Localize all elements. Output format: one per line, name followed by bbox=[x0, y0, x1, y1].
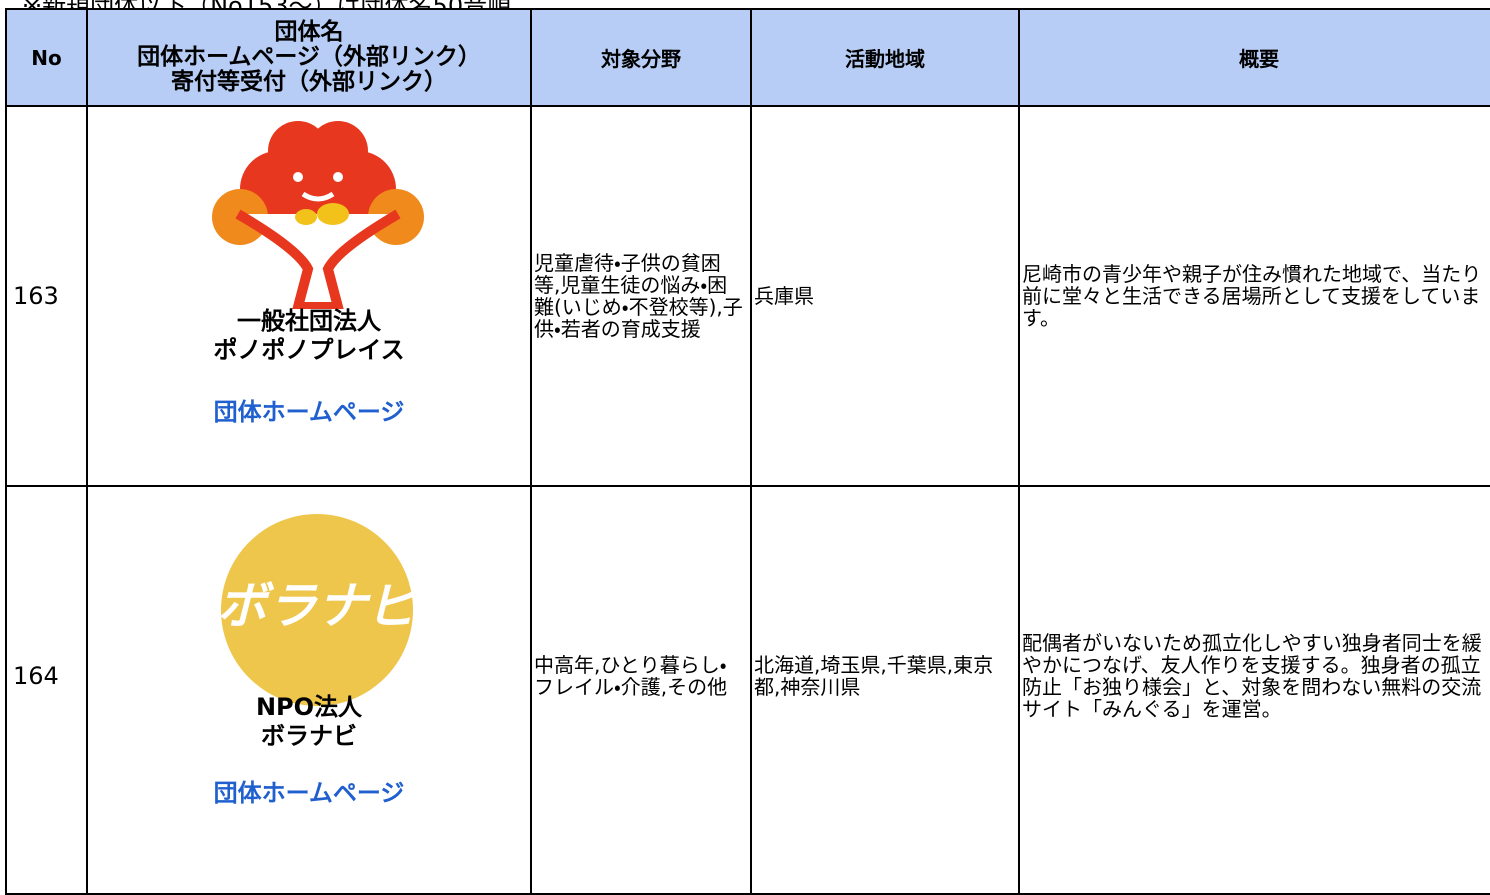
header-line: 寄付等受付（外部リンク） bbox=[171, 69, 447, 95]
org-name-line: ポノポノプレイス bbox=[213, 336, 405, 364]
homepage-link[interactable]: 団体ホームページ bbox=[213, 398, 405, 426]
header-field: 対象分野 bbox=[530, 8, 752, 107]
header-line: 団体名 bbox=[274, 19, 344, 45]
logo: ボラナビ bbox=[220, 514, 414, 706]
org-cell: 一般社団法人 ポノポノプレイス 団体ホームページ bbox=[86, 105, 532, 487]
header-line: 団体ホームページ（外部リンク） bbox=[137, 44, 481, 70]
org-cell: ボラナビ NPO法人 ボラナビ 団体ホームページ bbox=[86, 485, 532, 895]
org-name-line: 一般社団法人 bbox=[237, 307, 381, 335]
homepage-link[interactable]: 団体ホームページ bbox=[213, 779, 405, 807]
header-area: 活動地域 bbox=[750, 8, 1020, 107]
field-cell: 中高年,ひとり暮らし・フレイル・介護,その他 bbox=[530, 485, 752, 895]
logo bbox=[212, 121, 424, 309]
org-name: NPO法人 ボラナビ bbox=[88, 693, 530, 751]
row-no: 163 bbox=[5, 105, 88, 487]
page: {"note": "※新規団体以下（No153～）は団体名50音順", "tab… bbox=[5, 0, 1490, 895]
header-name: 団体名 団体ホームページ（外部リンク） 寄付等受付（外部リンク） bbox=[86, 8, 532, 107]
summary-cell: 配偶者がいないため孤立化しやすい独身者同士を緩やかにつなげ、友人作りを支援する。… bbox=[1018, 485, 1490, 895]
header-no: No bbox=[5, 8, 88, 107]
row-no: 164 bbox=[5, 485, 88, 895]
org-name-line: NPO法人 bbox=[255, 693, 363, 721]
field-cell: 児童虐待・子供の貧困等,児童生徒の悩み・困難(いじめ・不登校等),子供・若者の育… bbox=[530, 105, 752, 487]
summary-cell: 尼崎市の青少年や親子が住み慣れた地域で、当たり前に堂々と生活できる居場所として支… bbox=[1018, 105, 1490, 487]
area-cell: 兵庫県 bbox=[750, 105, 1020, 487]
area-cell: 北海道,埼玉県,千葉県,東京都,神奈川県 bbox=[750, 485, 1020, 895]
logo-text: ボラナビ bbox=[220, 577, 414, 635]
org-name-line: ボラナビ bbox=[261, 722, 357, 750]
header-summary: 概要 bbox=[1018, 8, 1490, 107]
org-name: 一般社団法人 ポノポノプレイス bbox=[88, 307, 530, 365]
